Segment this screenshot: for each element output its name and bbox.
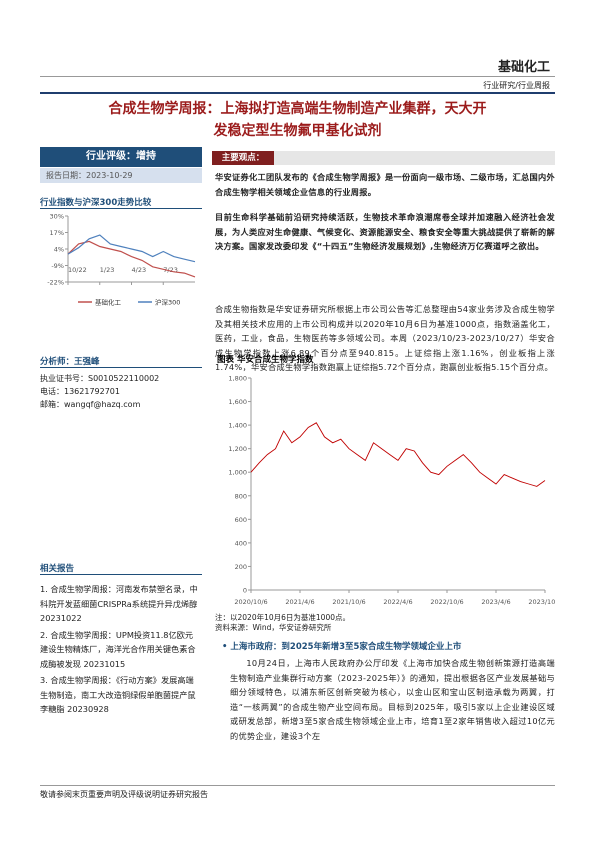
chart-title: 图表 华安合成生物学指数 bbox=[217, 354, 314, 365]
legend-label: 沪深300 bbox=[155, 298, 180, 307]
y-tick-label: 4% bbox=[54, 246, 64, 254]
footer: 敬请参阅末页重要声明及评级说明证券研究报告 bbox=[40, 790, 208, 799]
bullet-title: • 上海市政府：到2025年新增3至5家合成生物学领域企业上市 bbox=[222, 642, 462, 652]
chart-title: 行业指数与沪深300走势比较 bbox=[40, 196, 202, 209]
rule bbox=[40, 785, 555, 786]
y-tick-label: 1,600 bbox=[228, 398, 247, 406]
series-line bbox=[67, 240, 196, 278]
date-label: 报告日期： bbox=[46, 171, 86, 180]
key-bar bbox=[212, 151, 555, 165]
x-tick-label: 2023/4/6 bbox=[481, 598, 510, 606]
y-tick-label: 30% bbox=[50, 213, 64, 221]
date: 2023-10-29 bbox=[86, 171, 133, 180]
y-tick-label: 0 bbox=[243, 587, 247, 595]
category: 行业研究/行业周报 bbox=[483, 81, 550, 90]
paragraph: 目前生命科学基础前沿研究持续活跃，生物技术革命浪潮席卷全球并加速融入经济社会发展… bbox=[215, 212, 555, 252]
y-tick-label: 600 bbox=[235, 516, 247, 524]
x-tick-label: 2021/10/6 bbox=[332, 598, 365, 606]
synbio-chart: 图表 华安合成生物学指数 0 200 400 600 800 1,000 1,200 1,400… bbox=[217, 354, 555, 606]
paragraph: 华安证券化工团队发布的《合成生物学周报》是一份面向一级市场、二级市场，汇总国内外… bbox=[215, 172, 555, 197]
chart-source: 资料来源：Wind，华安证券研究所 bbox=[215, 623, 332, 632]
related-item: 2. 合成生物学周报：UPM投资11.8亿欧元建设生物精炼厂，海洋光合作用关键色… bbox=[40, 629, 196, 669]
related-list: 1. 合成生物学周报：河南发布禁塑名录，中科院开发蓝细菌CRISPRa系统提升异… bbox=[40, 582, 200, 717]
x-tick-label: 2023/10/6 bbox=[528, 598, 555, 606]
paragraph: 合成生物指数是华安证券研究所根据上市公司公告等汇总整理由54家业务涉及合成生物学… bbox=[215, 304, 555, 373]
analyst: 分析师：王强峰 bbox=[40, 355, 202, 368]
rule bbox=[40, 92, 555, 94]
x-tick-label: 1/23 bbox=[100, 266, 115, 274]
y-tick-label: 800 bbox=[235, 492, 247, 500]
title-line: 发稳定型生物氟甲基化试剂 bbox=[213, 123, 382, 139]
related-title: 相关报告 bbox=[40, 562, 202, 575]
x-tick-label: 2022/10/6 bbox=[430, 598, 463, 606]
bullet-title-text: 上海市政府：到2025年新增3至5家合成生物学领域企业上市 bbox=[230, 642, 462, 652]
rule bbox=[40, 76, 555, 77]
rating: 行业评级：增持 bbox=[40, 147, 202, 167]
date-row: 报告日期：2023-10-29 bbox=[40, 168, 202, 183]
contact: 执业证书号：S0010522110002 bbox=[40, 374, 160, 383]
x-tick-label: 4/23 bbox=[132, 266, 147, 274]
y-tick-label: 1,200 bbox=[228, 445, 247, 453]
x-tick-label: 7/23 bbox=[163, 266, 178, 274]
x-tick-label: 2020/10/6 bbox=[234, 598, 267, 606]
y-tick-label: 17% bbox=[50, 229, 64, 237]
x-tick-label: 10/22 bbox=[68, 266, 87, 274]
contact: 邮箱：wangqf@hazq.com bbox=[40, 400, 141, 409]
related-item: 3. 合成生物学周报：《行动方案》发展高端生物制造，南工大改造铜绿假单胞菌提产鼠… bbox=[40, 675, 196, 714]
bullet-text: 10月24日，上海市人民政府办公厅印发《上海市加快合成生物创新策源打造高端生物制… bbox=[230, 658, 555, 741]
index-chart: 30% 17% 4% -9% -22% 10/22 1/23 4/23 7/23 基础化工 沪深30… bbox=[47, 213, 196, 307]
series-line bbox=[250, 422, 546, 487]
y-tick-label: 400 bbox=[235, 539, 247, 547]
chart-note: 注：以2020年10月6日为基准1000点。 bbox=[215, 613, 350, 622]
contacts: 执业证书号：S0010522110002 电话：13621792701 邮箱：w… bbox=[40, 372, 159, 411]
y-tick-label: 1,000 bbox=[228, 469, 247, 477]
y-tick-label: -9% bbox=[51, 262, 64, 270]
sector: 基础化工 bbox=[497, 60, 550, 75]
legend-label: 基础化工 bbox=[95, 298, 122, 307]
contact: 电话：13621792701 bbox=[40, 387, 120, 396]
y-tick-label: 200 bbox=[235, 563, 247, 571]
x-tick-label: 2022/4/6 bbox=[383, 598, 412, 606]
x-tick-label: 2021/4/6 bbox=[285, 598, 314, 606]
title: 合成生物学周报：上海拟打造高端生物制造产业集群，天大开 发稳定型生物氟甲基化试剂 bbox=[40, 98, 555, 142]
key-points-title: 主要观点： bbox=[212, 151, 274, 165]
title-line: 合成生物学周报：上海拟打造高端生物制造产业集群，天大开 bbox=[108, 101, 487, 117]
y-tick-label: -22% bbox=[47, 279, 64, 287]
y-tick-label: 1,400 bbox=[228, 422, 247, 430]
series-line bbox=[67, 234, 196, 263]
related-item: 1. 合成生物学周报：河南发布禁塑名录，中科院开发蓝细菌CRISPRa系统提升异… bbox=[40, 584, 198, 623]
y-tick-label: 1,800 bbox=[228, 375, 247, 383]
